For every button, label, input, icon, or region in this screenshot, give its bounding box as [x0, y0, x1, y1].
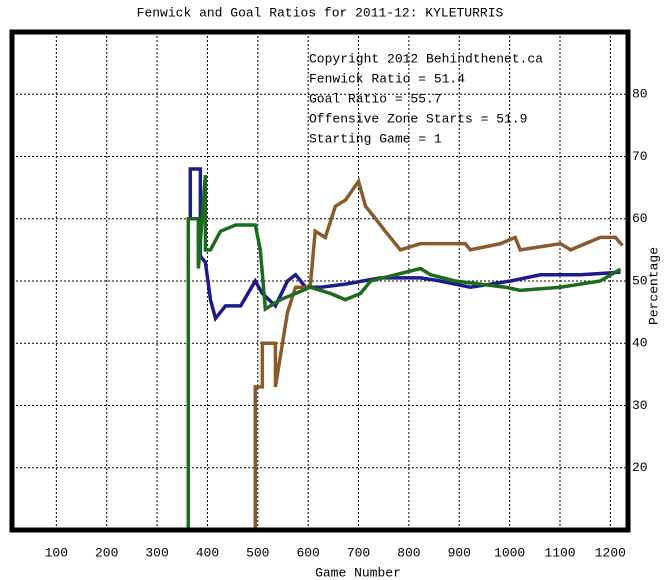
legend-entry: Goal Ratio = 55.7	[309, 91, 442, 106]
x-tick-label: 800	[397, 545, 420, 560]
y-tick-label: 70	[632, 149, 648, 164]
series-line	[186, 175, 622, 530]
x-tick-label: 900	[448, 545, 471, 560]
chart-title: Fenwick and Goal Ratios for 2011-12: KYL…	[137, 5, 504, 20]
y-tick-label: 60	[632, 211, 648, 226]
y-tick-label: 30	[632, 398, 648, 413]
x-tick-label: 1100	[544, 545, 575, 560]
y-axis-label: Percentage	[646, 247, 661, 325]
x-tick-label: 400	[196, 545, 219, 560]
x-tick-label: 600	[296, 545, 319, 560]
x-tick-label: 200	[95, 545, 118, 560]
plot-frame	[9, 29, 631, 533]
x-tick-label: 700	[347, 545, 370, 560]
y-tick-label: 20	[632, 460, 648, 475]
x-tick-label: 1200	[595, 545, 626, 560]
legend-entry: Offensive Zone Starts = 51.9	[309, 111, 527, 126]
series-line	[188, 167, 621, 323]
series-line	[253, 177, 624, 530]
y-tick-label: 80	[632, 87, 648, 102]
x-tick-label: 500	[246, 545, 269, 560]
y-tick-label: 40	[632, 336, 648, 351]
legend-entry: Fenwick Ratio = 51.4	[309, 71, 465, 86]
x-tick-label: 1000	[494, 545, 525, 560]
x-tick-label: 100	[45, 545, 68, 560]
annotation: Copyright 2012 Behindthenet.ca	[309, 51, 543, 66]
x-tick-label: 300	[145, 545, 168, 560]
y-tick-label: 50	[632, 273, 648, 288]
x-axis-label: Game Number	[315, 565, 401, 580]
annotation: Starting Game = 1	[309, 131, 442, 146]
